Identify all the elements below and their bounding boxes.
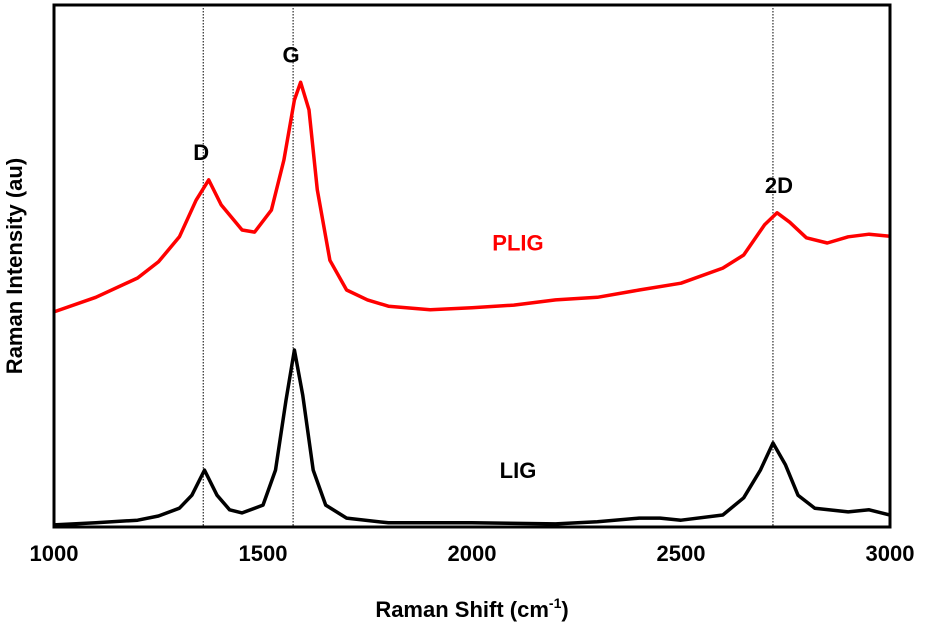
x-tick-label: 3000: [866, 541, 915, 566]
series-label-plig: PLIG: [492, 231, 543, 256]
x-tick-label: 1000: [30, 541, 79, 566]
series-line-plig: [53, 80, 891, 314]
peak-label-D: D: [193, 140, 209, 165]
series-label-lig: LIG: [500, 458, 537, 483]
x-tick-label: 2000: [448, 541, 497, 566]
y-axis-label: Raman Intensity (au): [2, 158, 27, 374]
peak-label-2D: 2D: [765, 173, 793, 198]
annotations: PLIG LIG: [492, 231, 543, 484]
x-axis-label: Raman Shift (cm-1): [375, 595, 568, 622]
peak-label-G: G: [283, 42, 300, 67]
plot-frame: [52, 3, 892, 529]
reference-lines: D G 2D: [193, 5, 793, 527]
x-tick-labels: 1000 1500 2000 2500 3000: [30, 541, 915, 566]
series-group: [53, 80, 891, 527]
x-tick-label: 1500: [239, 541, 288, 566]
series-line-lig: [53, 348, 891, 527]
x-tick-label: 2500: [657, 541, 706, 566]
